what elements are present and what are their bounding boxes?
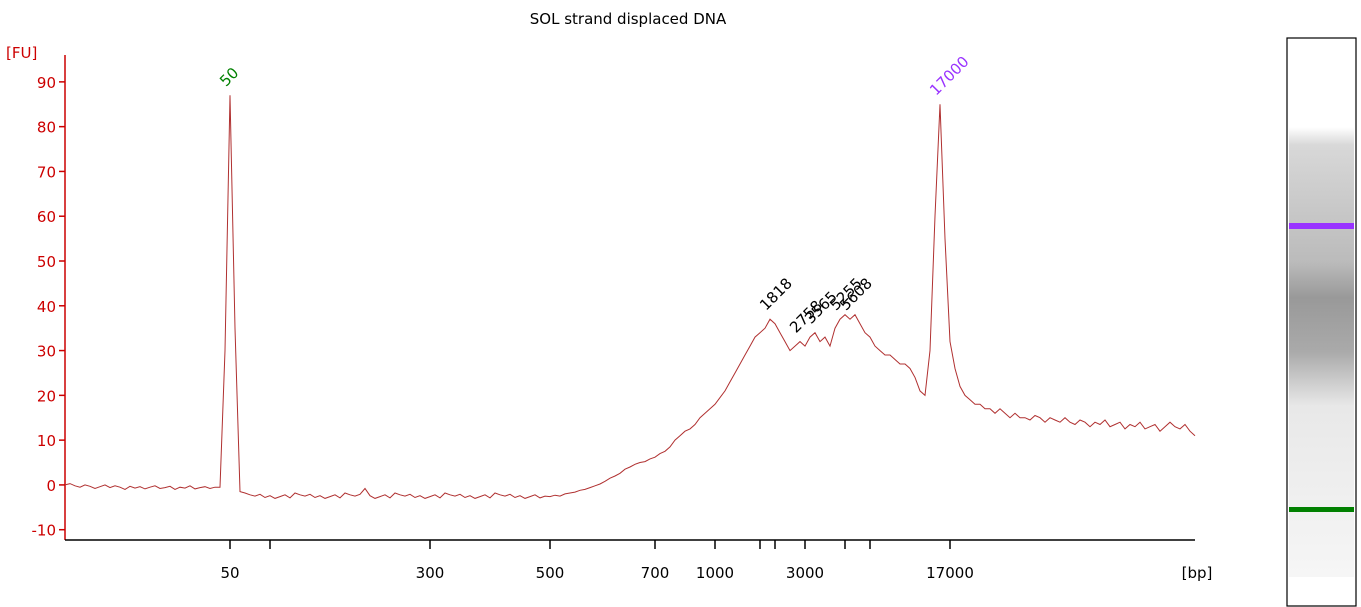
y-tick-label: 40 [37, 298, 56, 316]
peak-label: 17000 [926, 53, 972, 99]
peak-label: 1818 [756, 274, 796, 314]
peak-label: 5608 [836, 274, 876, 314]
y-tick-label: 0 [46, 477, 56, 495]
x-tick-label: 700 [641, 564, 670, 582]
y-axis-label: [FU] [6, 44, 37, 62]
chart-title: SOL strand displaced DNA [530, 10, 727, 28]
trace [64, 95, 1196, 499]
y-tick-label: 70 [37, 163, 56, 181]
gel-band-lower [1289, 507, 1354, 512]
x-tick-label: 3000 [786, 564, 824, 582]
y-tick-label: 90 [37, 74, 56, 92]
x-tick-label: 1000 [696, 564, 734, 582]
y-tick-label: 50 [37, 253, 56, 271]
gel-lane [1286, 37, 1357, 607]
gel-band-upper [1289, 223, 1354, 229]
y-tick-label: 60 [37, 208, 56, 226]
y-tick-label: 10 [37, 432, 56, 450]
x-tick-label: 500 [536, 564, 565, 582]
y-tick-label: 80 [37, 119, 56, 137]
peak-label: 50 [216, 64, 242, 90]
x-tick-label: 50 [220, 564, 239, 582]
x-axis-label: [bp] [1182, 564, 1213, 582]
x-tick-label: 300 [416, 564, 445, 582]
gel-smear [1289, 127, 1354, 577]
y-tick-label: 20 [37, 387, 56, 405]
y-tick-label: 30 [37, 343, 56, 361]
y-tick-label: -10 [32, 522, 57, 540]
x-tick-label: 17000 [926, 564, 974, 582]
